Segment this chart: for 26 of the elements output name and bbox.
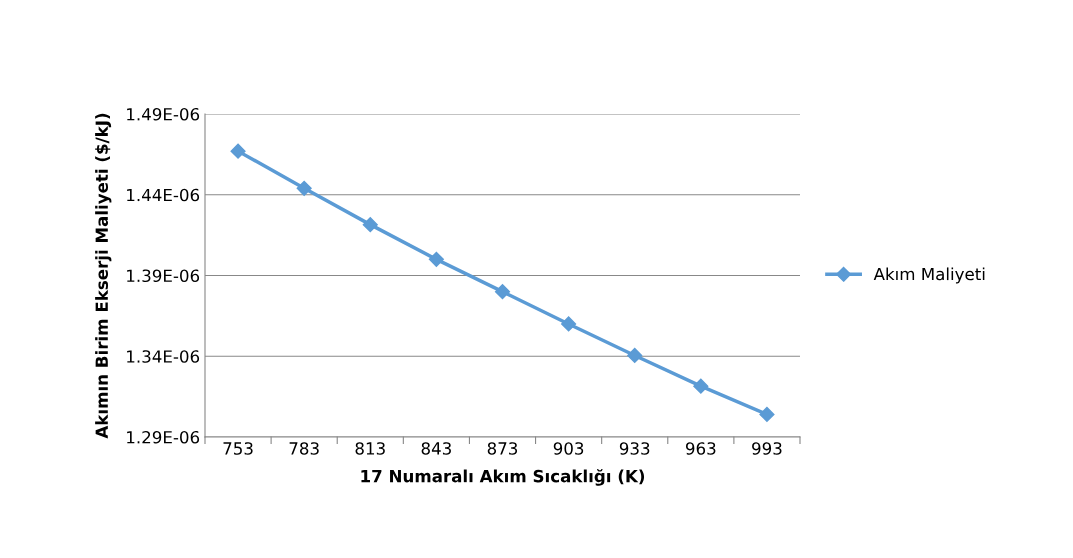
y-tick-label: 1.49E-06 — [127, 107, 200, 121]
point — [693, 378, 709, 394]
point — [296, 180, 312, 196]
legend-label: Akım Maliyeti — [873, 267, 985, 284]
point — [362, 217, 378, 233]
point — [759, 406, 775, 422]
point — [494, 284, 511, 300]
y-tick-label: 1.29E-06 — [127, 430, 200, 444]
x-tick-label: 993 — [752, 442, 782, 455]
point — [230, 143, 246, 159]
y-tick-label: 1.44E-06 — [127, 188, 200, 202]
x-tick-label: 843 — [421, 442, 451, 455]
point — [428, 251, 444, 267]
x-tick-label: 903 — [553, 442, 584, 455]
y-tick-label: 1.34E-06 — [127, 350, 200, 363]
x-tick-label: 753 — [223, 442, 253, 455]
x-tick-label: 813 — [355, 442, 385, 455]
y-tick-label: 1.39E-06 — [127, 269, 200, 283]
x-tick-label: 873 — [487, 442, 518, 455]
x-tick-label: 963 — [685, 442, 716, 455]
x-axis-title: 17 Numaralı Akım Sıcaklığı (K) — [361, 469, 645, 486]
y-axis-title: Akımın Birim Ekserji Maliyeti ($/kJ) — [95, 113, 112, 439]
point — [561, 316, 577, 332]
x-tick-label: 933 — [619, 442, 650, 455]
point — [627, 347, 643, 364]
x-tick-label: 783 — [289, 442, 319, 455]
